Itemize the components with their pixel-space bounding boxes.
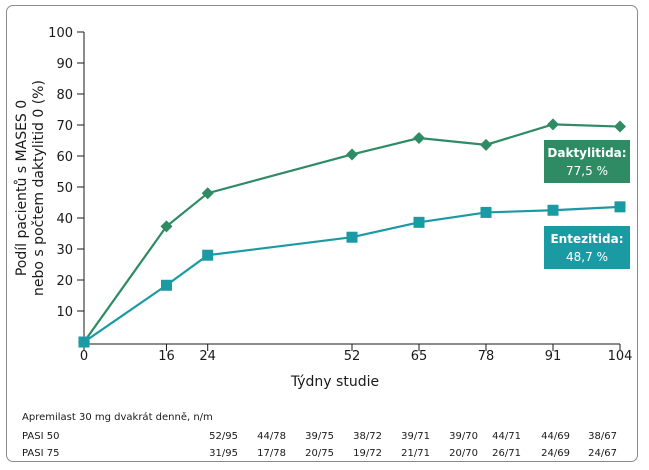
chart-frame [6,5,638,462]
callout-daktylitida-box [544,140,630,183]
data-point-entezitida [78,336,90,348]
x-tick-label: 104 [608,349,633,364]
x-tick-label: 24 [199,349,216,364]
y-tick-label: 100 [48,26,73,41]
x-axis-label: Týdny studie [290,374,379,390]
data-point-daktylitida [547,118,559,131]
callout-daktylitida-value: 77,5 % [566,164,608,178]
table-cells: 52/95 44/78 39/75 38/72 39/71 39/70 44/71 44/69… [209,431,617,459]
table-caption: Apremilast 30 mg dvakrát denně, n/m [22,411,213,423]
y-axis-label-line2: nebo s počtem daktylitid 0 (%) [31,80,47,296]
callout-entezitida-label: Entezitida: [550,232,623,246]
callout-entezitida: Entezitida: 48,7 % [544,226,630,269]
table-cell: 24/67 [588,448,617,459]
y-tick-label: 60 [56,150,73,165]
callout-entezitida-value: 48,7 % [566,250,608,264]
table-cell: 44/78 [257,431,286,442]
y-tick-label: 40 [56,212,73,227]
data-point-entezitida [160,279,172,291]
table-cell: 26/71 [492,448,521,459]
x-tick-label: 91 [545,349,562,364]
table-cell: 31/95 [209,448,238,459]
table-cell: 52/95 [209,431,238,442]
table-cell: 20/75 [305,448,334,459]
table-cell: 38/72 [353,431,382,442]
series-line-daktylitida [83,123,621,343]
table-cell: 39/71 [401,431,430,442]
data-point-daktylitida [201,187,214,200]
table-cell: 39/70 [449,431,478,442]
table-cell: 19/72 [353,448,382,459]
x-tick-label: 16 [158,349,175,364]
series-line-entezitida [83,205,621,343]
table-row-label-pasi75: PASI 75 [22,448,59,459]
data-point-daktylitida [614,120,626,133]
table-cell: 44/71 [492,431,521,442]
callout-daktylitida: Daktylitida: 77,5 % [544,140,630,183]
data-point-entezitida [547,204,559,216]
data-point-entezitida [202,249,214,261]
x-tick-label: 65 [411,349,428,364]
table-cell: 17/78 [257,448,286,459]
data-point-daktylitida [480,138,492,151]
table-cell: 38/67 [588,431,617,442]
data-point-entezitida [346,231,358,243]
x-tick-label: 0 [80,349,88,364]
y-tick-label: 80 [56,88,73,103]
callout-daktylitida-label: Daktylitida: [547,146,626,160]
y-tick-label: 20 [56,274,73,289]
y-tick-label: 10 [56,305,73,320]
table-row-label-pasi50: PASI 50 [22,431,59,442]
data-point-entezitida [614,201,626,213]
table-cell: 24/69 [541,448,570,459]
data-point-entezitida [413,216,425,228]
data-point-daktylitida [160,220,173,233]
x-tick-label: 78 [478,349,495,364]
table-cell: 39/75 [305,431,334,442]
y-tick-label: 70 [56,119,73,134]
callout-entezitida-box [544,226,630,269]
y-axis-label-line1: Podíl pacientů s MASES 0 [14,100,30,276]
y-tick-label: 30 [56,243,73,258]
table-cell: 44/69 [541,431,570,442]
data-point-daktylitida [346,148,358,161]
data-point-entezitida [480,206,492,218]
y-tick-label: 50 [56,181,73,196]
series-layer [78,118,626,348]
table-cell: 20/70 [449,448,478,459]
x-tick-label: 52 [344,349,361,364]
table-cell: 21/71 [401,448,430,459]
y-tick-label: 90 [56,57,73,72]
y-axis-label: Podíl pacientů s MASES 0 nebo s počtem d… [14,80,47,296]
data-point-daktylitida [413,132,425,145]
y-ticks: 10 20 30 40 50 60 70 80 90 100 [48,26,84,320]
x-ticks: 0 16 24 52 65 78 91 104 [80,344,633,364]
